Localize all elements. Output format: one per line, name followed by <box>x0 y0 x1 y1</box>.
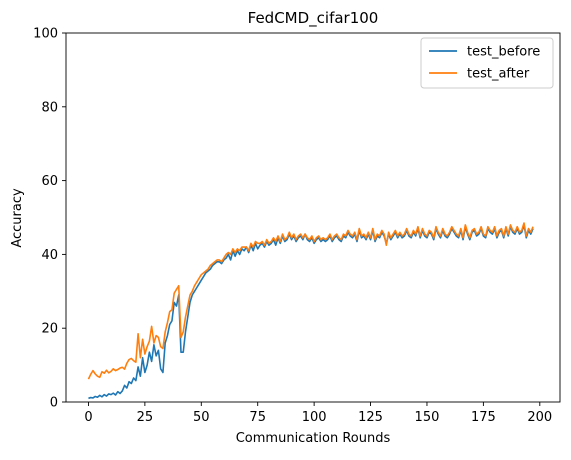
x-tick-label: 50 <box>193 410 210 425</box>
x-tick-label: 200 <box>527 410 552 425</box>
y-tick-label: 40 <box>41 248 58 263</box>
x-axis-label: Communication Rounds <box>236 431 391 446</box>
x-tick-label: 100 <box>302 410 327 425</box>
axes: 0 25 50 75 100 125 150 175 200 0 20 40 60 80 100 <box>33 27 561 425</box>
y-axis-label: Accuracy <box>10 188 25 248</box>
y-tick-label: 80 <box>41 100 58 115</box>
y-tick-label: 100 <box>33 27 58 42</box>
y-tick-label: 20 <box>41 322 58 337</box>
x-tick-label: 25 <box>137 410 154 425</box>
legend-label: test_before <box>467 45 540 60</box>
plot-lines <box>87 222 534 400</box>
legend-label: test_after <box>467 67 530 82</box>
x-tick-label: 150 <box>415 410 440 425</box>
plot-frame <box>65 32 561 403</box>
x-tick-label: 75 <box>249 410 266 425</box>
legend: test_before test_after <box>420 37 554 89</box>
x-tick-label: 175 <box>471 410 496 425</box>
x-tick-label: 125 <box>358 410 383 425</box>
y-tick-label: 60 <box>41 174 58 189</box>
x-tick-label: 0 <box>84 410 92 425</box>
y-tick-label: 0 <box>50 396 58 411</box>
series-line-test-after <box>87 222 534 380</box>
chart-title: FedCMD_cifar100 <box>248 9 379 28</box>
